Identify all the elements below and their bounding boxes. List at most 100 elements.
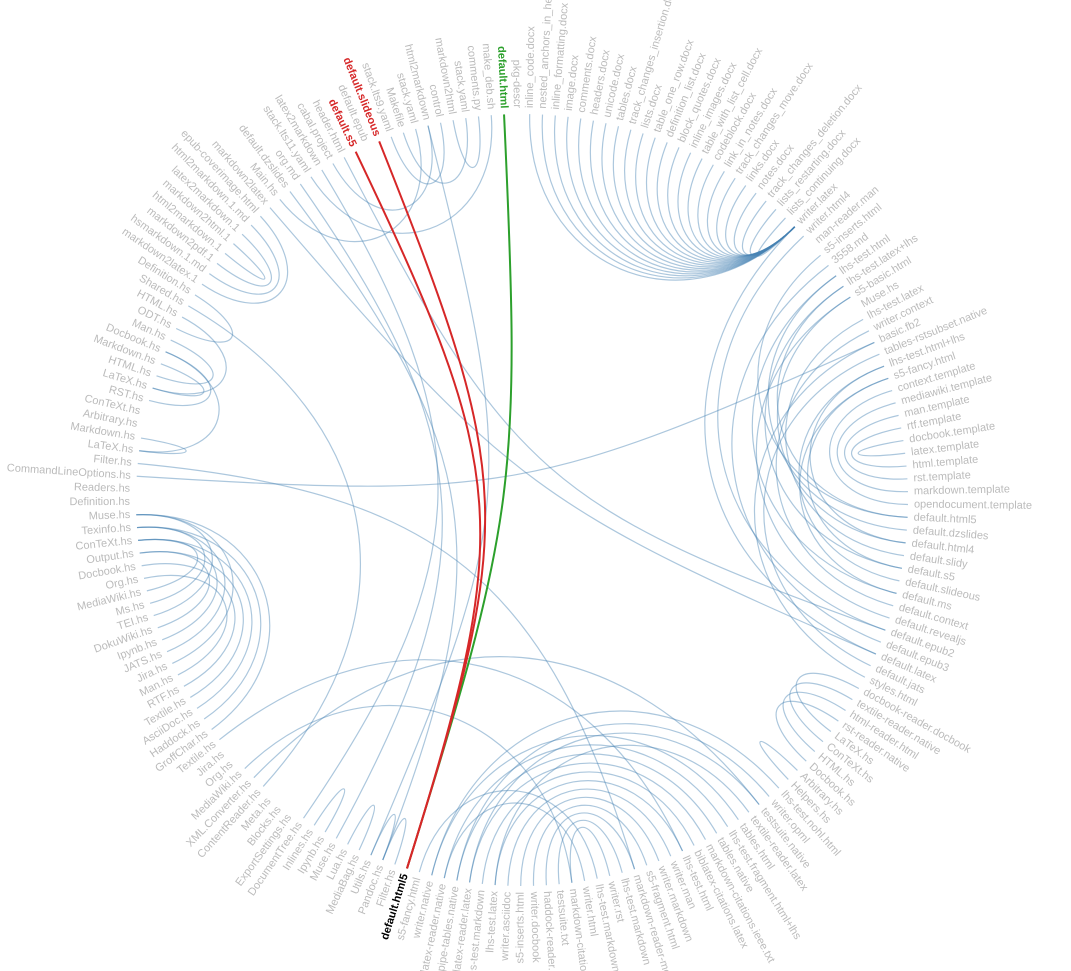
edge bbox=[224, 243, 266, 280]
edge bbox=[188, 305, 361, 787]
node-label: writer.asciidoc bbox=[499, 891, 514, 962]
edge bbox=[310, 115, 493, 234]
edge bbox=[208, 224, 280, 295]
edge bbox=[741, 200, 796, 256]
edge bbox=[589, 120, 796, 271]
edge bbox=[443, 802, 586, 881]
edge bbox=[851, 427, 907, 468]
edge bbox=[601, 123, 796, 269]
edge bbox=[809, 365, 906, 544]
edge bbox=[143, 574, 228, 676]
edge bbox=[541, 114, 796, 279]
edge bbox=[645, 137, 796, 264]
edge bbox=[370, 125, 490, 856]
edge bbox=[347, 804, 376, 851]
edge bbox=[706, 170, 796, 257]
edge bbox=[303, 169, 439, 819]
node-label: markdown.template bbox=[914, 483, 1010, 497]
edge bbox=[507, 788, 672, 886]
node-label: pkg-descr bbox=[510, 60, 523, 109]
edge bbox=[776, 285, 908, 518]
edge bbox=[612, 126, 796, 268]
edge bbox=[764, 285, 903, 569]
edge bbox=[687, 158, 796, 259]
edge bbox=[775, 330, 894, 607]
edge bbox=[138, 538, 253, 709]
edge bbox=[468, 732, 760, 883]
edge bbox=[624, 129, 796, 266]
node-label: testsuite.txt bbox=[554, 890, 571, 947]
edge bbox=[443, 744, 729, 879]
node-label: default.html5 bbox=[913, 511, 976, 526]
edge bbox=[757, 217, 796, 257]
edge bbox=[279, 128, 422, 243]
highlight-edges bbox=[354, 114, 513, 869]
node-label: Readers.hs bbox=[74, 481, 131, 495]
edge bbox=[843, 414, 908, 480]
edge bbox=[635, 133, 796, 265]
target-edge bbox=[378, 141, 487, 869]
edge bbox=[807, 377, 903, 569]
edge bbox=[216, 233, 272, 287]
node-label: ConTeXt.hs bbox=[75, 535, 133, 553]
edge bbox=[456, 723, 770, 881]
edge bbox=[137, 462, 636, 870]
edge bbox=[578, 118, 796, 273]
edge bbox=[795, 672, 860, 733]
edge bbox=[753, 341, 875, 678]
edge bbox=[139, 551, 244, 698]
edge bbox=[201, 215, 289, 304]
edge bbox=[704, 226, 877, 655]
edge bbox=[136, 514, 234, 664]
edge bbox=[136, 526, 206, 604]
edge bbox=[456, 753, 718, 881]
node-label: rst.template bbox=[913, 469, 971, 484]
edge bbox=[382, 817, 407, 865]
source-edge bbox=[406, 114, 513, 869]
node-label: make_deb.sh bbox=[480, 43, 497, 110]
node-label: Texinfo.hs bbox=[81, 522, 132, 538]
edge bbox=[468, 762, 707, 883]
edge bbox=[431, 735, 739, 876]
edge bbox=[494, 780, 684, 886]
edge bbox=[716, 177, 796, 257]
edge bbox=[731, 264, 882, 643]
edge bbox=[775, 700, 839, 762]
edge bbox=[755, 296, 890, 619]
edge bbox=[175, 294, 234, 343]
edge bbox=[136, 514, 271, 730]
edge bbox=[139, 437, 187, 455]
edge bbox=[390, 122, 445, 185]
edge bbox=[452, 116, 481, 168]
node-label: lhs-test.latex bbox=[484, 890, 500, 953]
edge bbox=[782, 691, 846, 752]
edge bbox=[836, 402, 908, 493]
node-label: haddock-reader.native bbox=[541, 891, 560, 971]
edge bbox=[776, 296, 906, 544]
edge bbox=[829, 389, 908, 506]
edge bbox=[759, 741, 798, 780]
edge bbox=[289, 191, 458, 861]
edge bbox=[725, 185, 796, 256]
edge bbox=[343, 157, 886, 631]
edges bbox=[136, 114, 908, 887]
edge bbox=[751, 275, 897, 594]
node-label: writer.docbook bbox=[528, 891, 542, 964]
edge bbox=[545, 812, 636, 886]
node-label: LaTeX.hs bbox=[87, 438, 135, 456]
edge bbox=[138, 538, 218, 641]
edge bbox=[136, 514, 213, 617]
edge bbox=[152, 316, 227, 395]
edge bbox=[656, 142, 796, 262]
edge bbox=[156, 339, 214, 385]
edge bbox=[136, 341, 875, 487]
node-label: opendocument.template bbox=[914, 498, 1032, 511]
edge bbox=[757, 254, 908, 518]
node-label: Muse.hs bbox=[89, 509, 132, 523]
edge bbox=[148, 351, 212, 407]
edge bbox=[244, 705, 573, 883]
edge bbox=[857, 439, 906, 457]
edge bbox=[269, 207, 877, 655]
edge bbox=[370, 813, 396, 861]
